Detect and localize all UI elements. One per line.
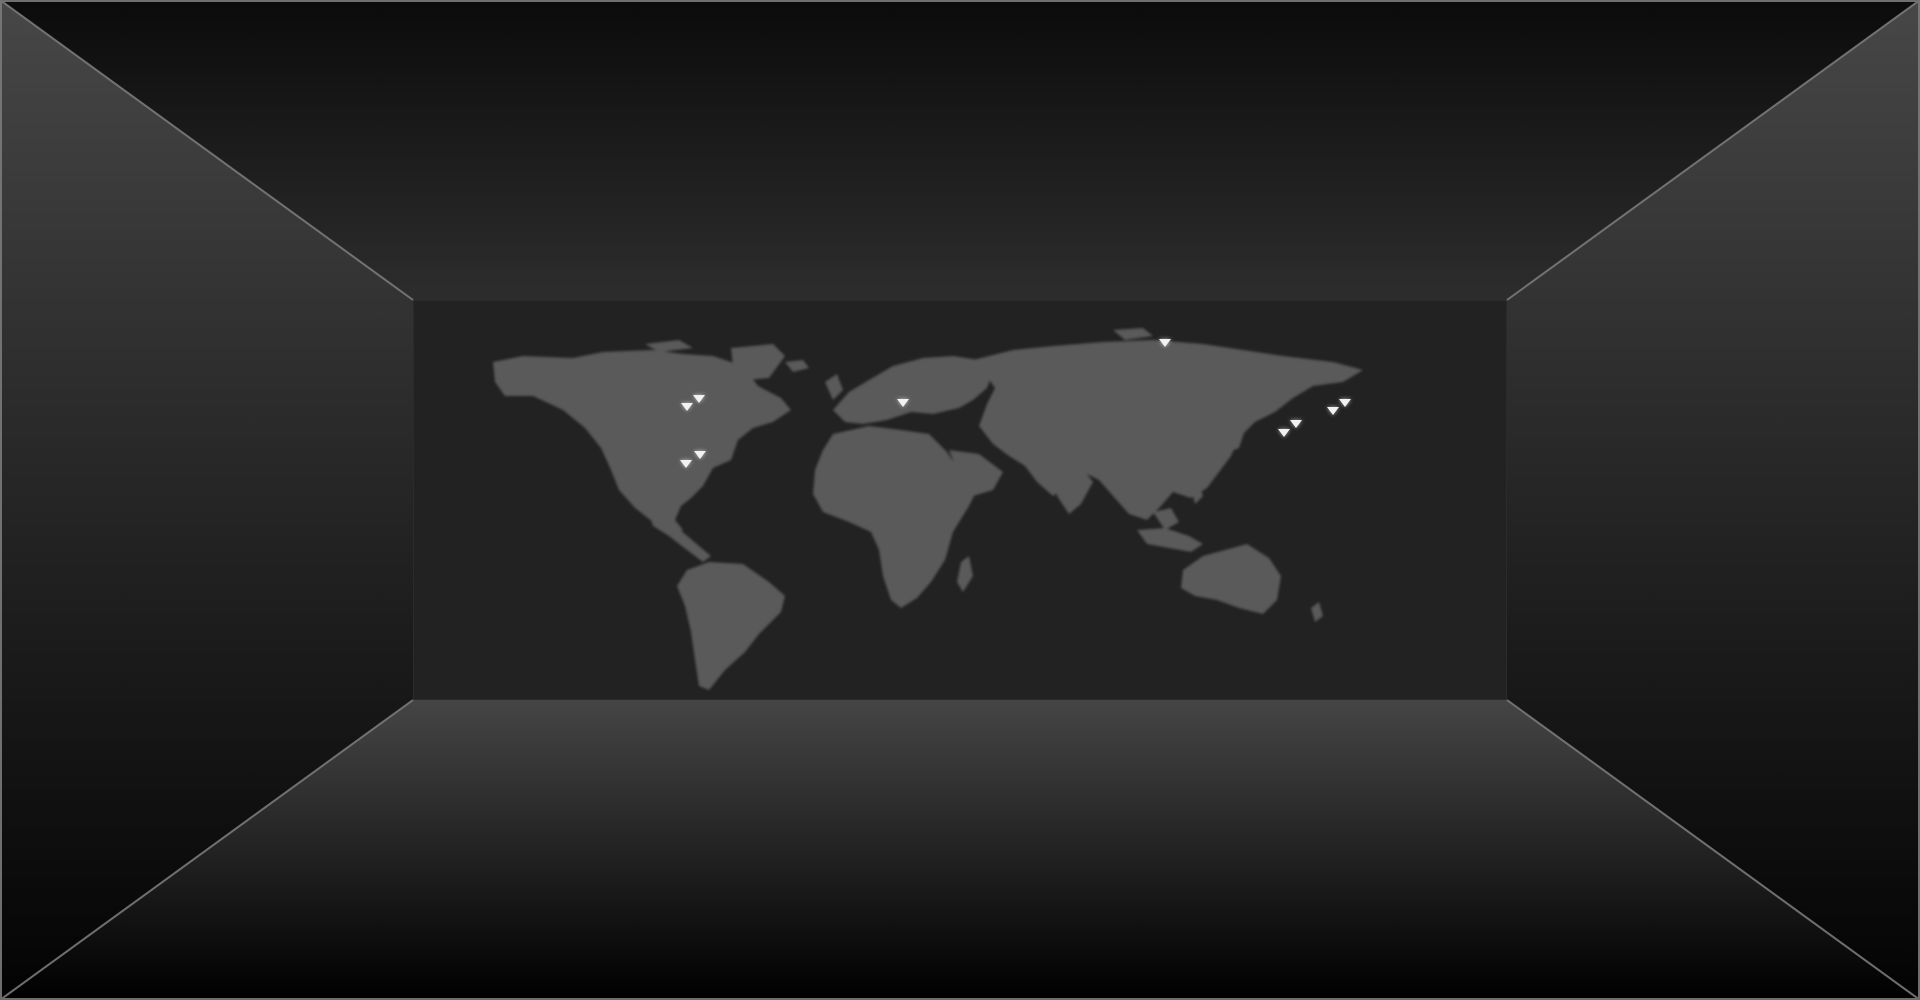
india-landmass	[1053, 462, 1093, 514]
location-marker-north-america-2[interactable]	[692, 394, 705, 403]
philippines-landmass	[1189, 476, 1203, 504]
location-marker-north-america-1[interactable]	[680, 403, 693, 412]
location-marker-china-1[interactable]	[1277, 428, 1290, 437]
north-america-landmass	[493, 350, 791, 536]
australia-landmass	[1181, 544, 1281, 614]
british-isles-landmass	[825, 374, 843, 400]
location-marker-caribbean[interactable]	[694, 451, 707, 460]
right-wall-surface	[1507, 0, 1920, 1000]
floor-surface	[0, 700, 1920, 1000]
world-map-panel[interactable]	[413, 300, 1507, 700]
location-marker-china-2[interactable]	[1290, 420, 1303, 429]
europe-landmass	[833, 356, 993, 424]
japan-landmass	[1225, 404, 1247, 452]
africa-landmass	[813, 426, 979, 608]
central-america-landmass	[649, 514, 711, 562]
canadian-arctic-islands	[645, 340, 693, 352]
south-america-landmass	[677, 562, 785, 690]
location-marker-siberia[interactable]	[1158, 338, 1171, 347]
left-wall-surface	[0, 0, 413, 1000]
borneo-landmass	[1153, 508, 1179, 530]
iceland-landmass	[785, 360, 809, 372]
world-map	[493, 328, 1363, 690]
location-marker-japan-2[interactable]	[1339, 398, 1352, 407]
southeast-asia-islands	[1137, 528, 1203, 552]
asia-landmass	[973, 340, 1363, 520]
location-marker-central-america[interactable]	[680, 460, 693, 468]
greenland-landmass	[731, 344, 785, 380]
ceiling-surface	[0, 0, 1920, 300]
new-zealand-landmass	[1311, 602, 1323, 622]
arctic-islands-landmass	[1113, 328, 1153, 340]
madagascar-landmass	[957, 556, 973, 592]
location-marker-japan-1[interactable]	[1326, 407, 1339, 416]
arabian-peninsula-landmass	[949, 450, 1003, 496]
location-marker-western-europe[interactable]	[897, 398, 910, 407]
